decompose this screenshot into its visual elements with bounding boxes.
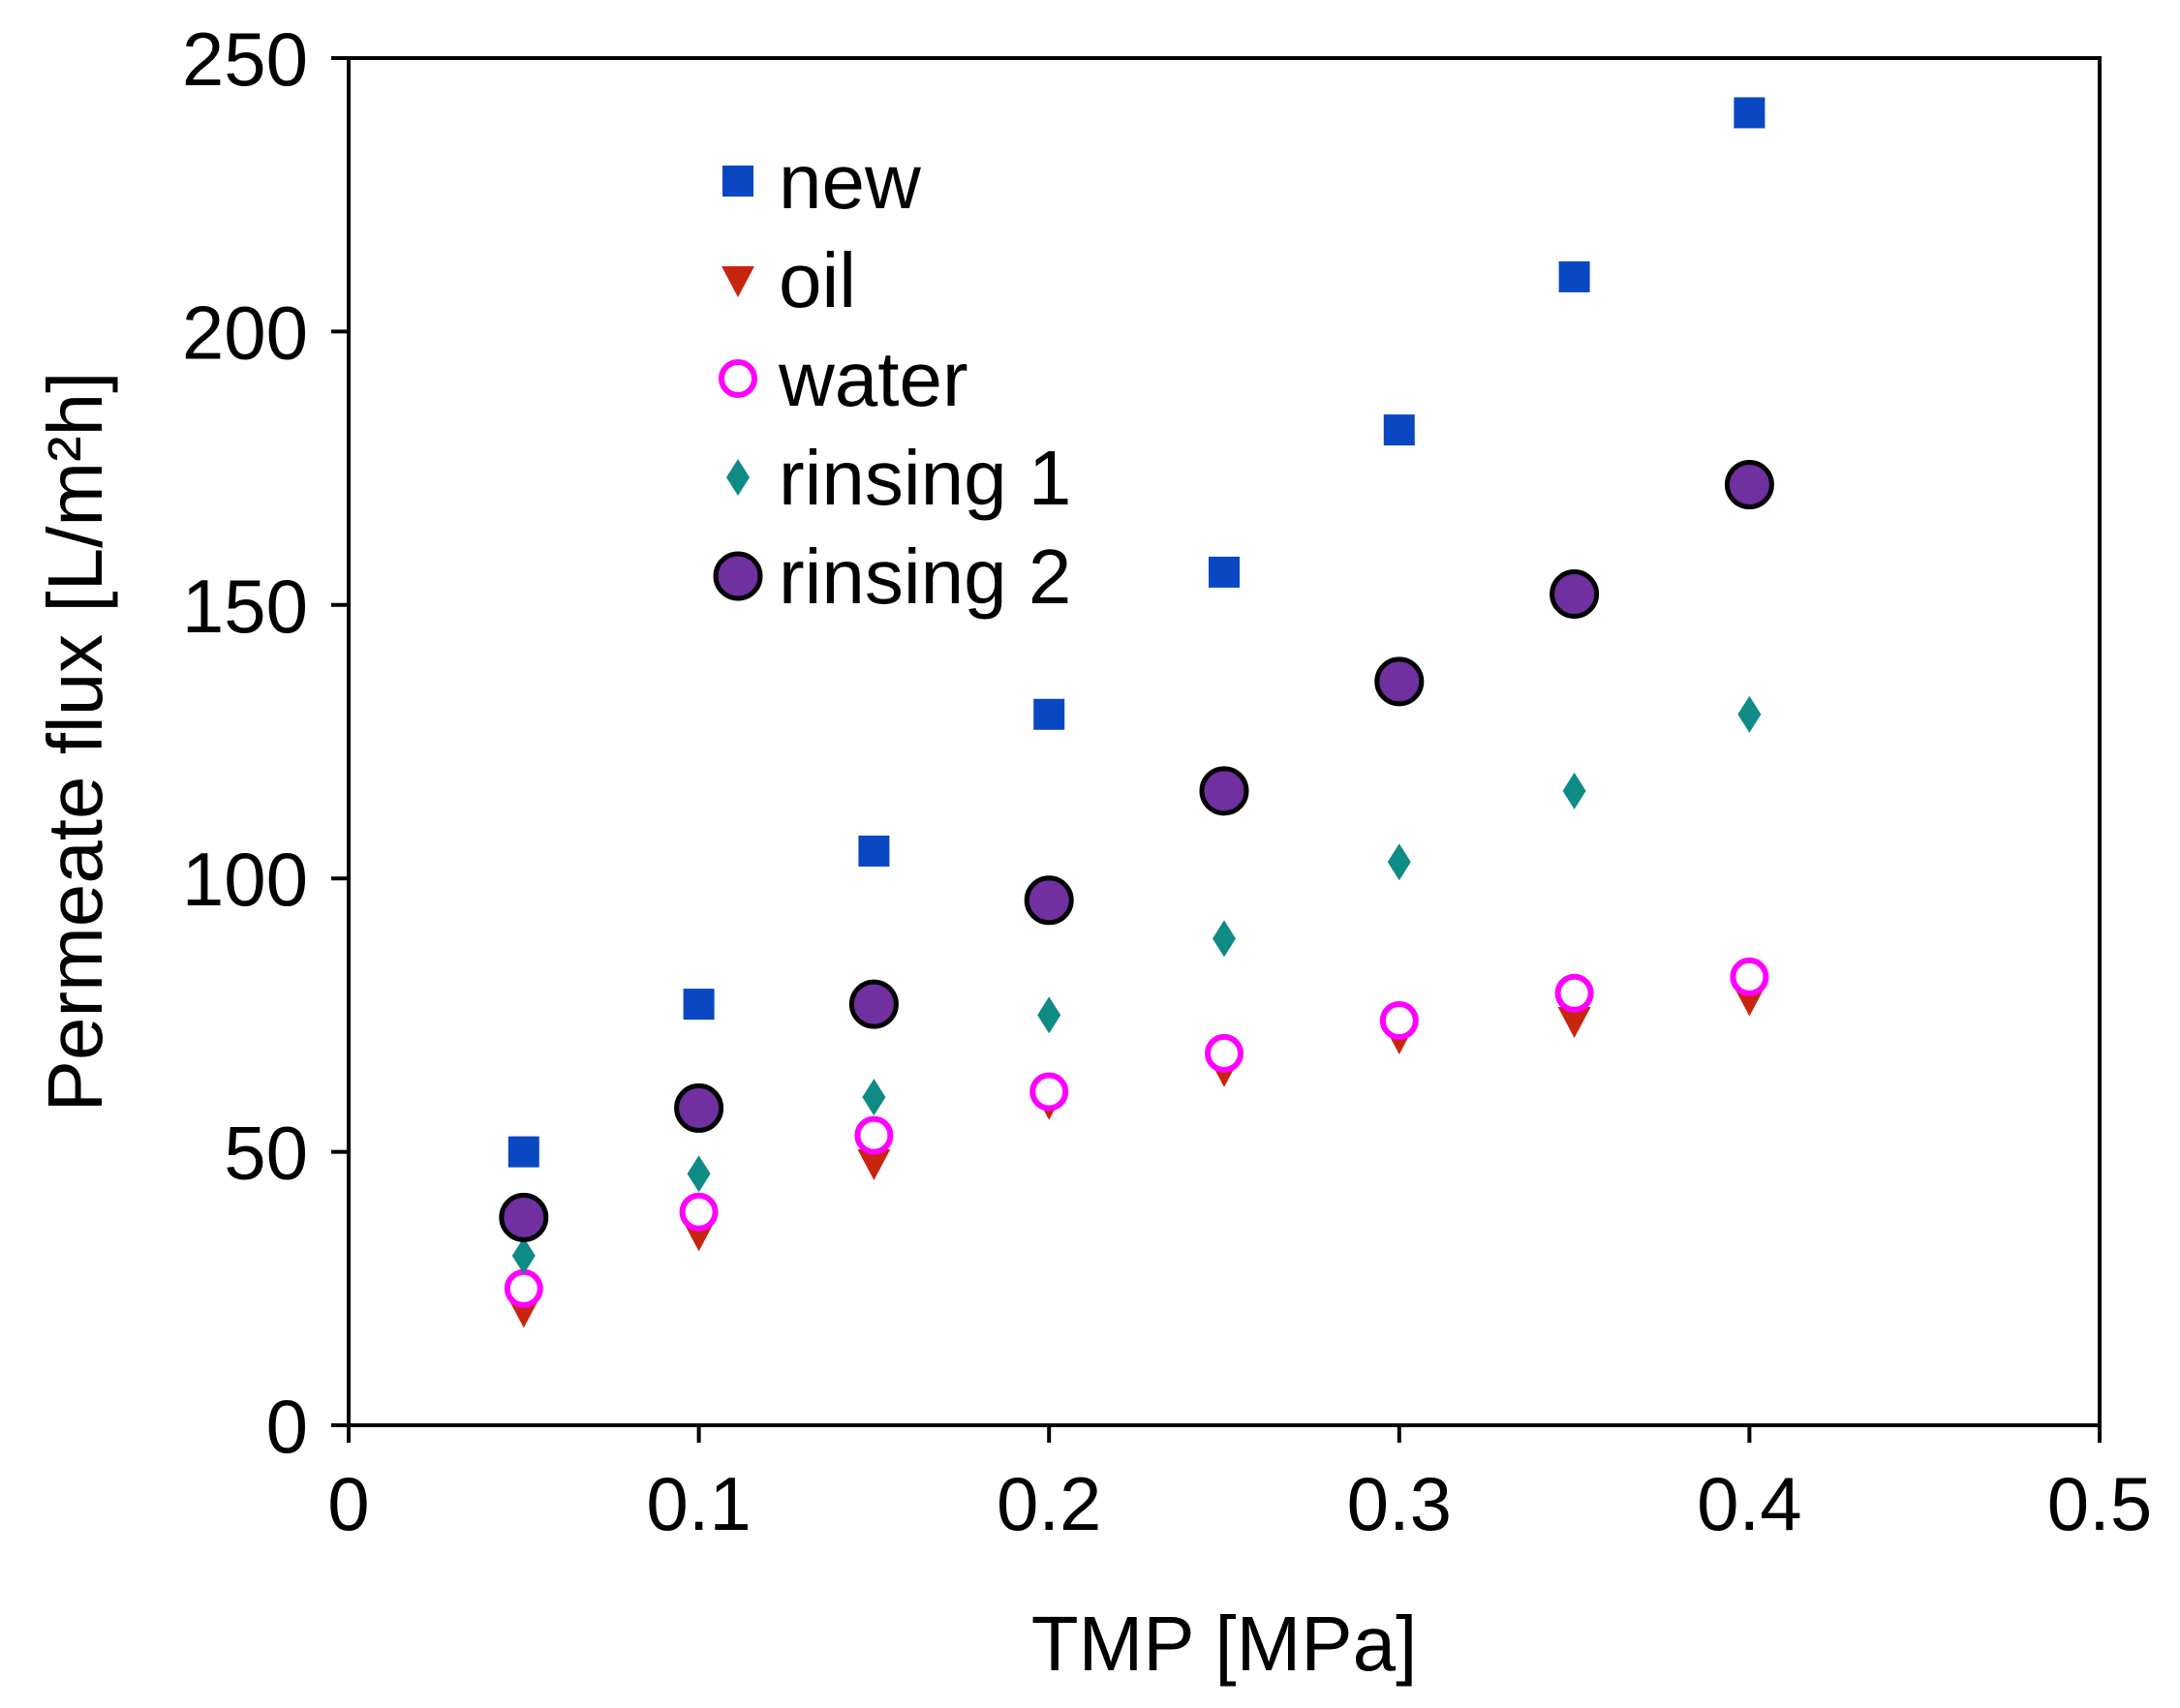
data-point	[1558, 260, 1590, 292]
data-point	[862, 1079, 886, 1116]
legend-item: new	[722, 138, 921, 225]
plot-frame	[347, 56, 2102, 1427]
data-point	[1024, 875, 1074, 926]
data-point	[1737, 695, 1762, 733]
legend-marker	[722, 266, 754, 297]
data-point	[511, 1236, 536, 1274]
series-water	[504, 957, 1769, 1308]
data-point	[679, 1192, 719, 1232]
data-point	[857, 1148, 891, 1180]
series-rinsing-1	[511, 695, 1762, 1274]
legend-marker	[713, 551, 763, 601]
data-point	[499, 1192, 549, 1242]
x-tick-label: 0.3	[1347, 1461, 1452, 1546]
data-point	[1387, 843, 1411, 881]
x-tick-label: 0.5	[2047, 1461, 2152, 1546]
y-tick-label: 150	[182, 564, 308, 649]
legend: new oil water rinsing 1 rinsing 2	[713, 138, 1071, 620]
x-tick-label: 0	[327, 1461, 369, 1546]
x-axis-label: TMP [MPa]	[1031, 1601, 1418, 1687]
legend-label: rinsing 1	[779, 435, 1071, 521]
data-point	[1734, 97, 1765, 129]
y-tick-label: 250	[182, 16, 308, 102]
data-point	[1724, 460, 1774, 510]
data-point	[1205, 1033, 1244, 1073]
legend-item: water	[719, 336, 968, 422]
series-rinsing-2	[499, 460, 1774, 1242]
y-tick-label: 100	[182, 837, 308, 922]
data-point	[858, 835, 890, 867]
legend-marker	[722, 166, 753, 197]
legend-item: rinsing 2	[713, 534, 1071, 620]
data-point	[1554, 973, 1594, 1013]
data-point	[1557, 1007, 1591, 1039]
data-point	[1379, 1001, 1419, 1041]
data-point	[1209, 556, 1240, 588]
legend-label: new	[779, 138, 921, 225]
series-oil	[507, 985, 1766, 1328]
x-tick-label: 0.4	[1697, 1461, 1801, 1546]
legend-item: rinsing 1	[726, 435, 1071, 521]
legend-label: water	[778, 336, 968, 422]
data-point	[1037, 996, 1061, 1034]
data-point	[1730, 957, 1769, 996]
legend-label: rinsing 2	[779, 534, 1071, 620]
data-point	[1199, 766, 1249, 816]
data-point	[1383, 414, 1415, 446]
data-point	[1213, 920, 1236, 958]
legend-label: oil	[779, 237, 856, 323]
data-point	[854, 1115, 894, 1155]
legend-marker	[726, 459, 750, 496]
data-point	[504, 1268, 543, 1308]
y-tick-label: 200	[182, 290, 308, 375]
data-point	[1562, 772, 1586, 809]
x-tick-label: 0.2	[997, 1461, 1101, 1546]
data-point	[848, 979, 899, 1029]
data-point	[683, 989, 715, 1021]
data-point	[1029, 1072, 1069, 1112]
y-tick-label: 50	[224, 1111, 308, 1196]
legend-marker	[719, 359, 757, 398]
data-point	[1033, 698, 1065, 730]
data-markers	[499, 97, 1774, 1328]
data-point	[1374, 656, 1425, 707]
y-tick-label: 0	[266, 1384, 308, 1469]
y-axis-label: Permeate flux [L/m²h]	[32, 372, 118, 1113]
series-new	[507, 97, 1765, 1168]
data-point	[1550, 569, 1600, 620]
axes: 0 0.1 0.2 0.3 0.4 0.5 0 50 100 150 200 250	[182, 16, 2152, 1546]
data-point	[687, 1155, 711, 1193]
x-tick-label: 0.1	[646, 1461, 751, 1546]
data-point	[507, 1136, 539, 1168]
legend-item: oil	[722, 237, 856, 323]
data-point	[674, 1083, 724, 1133]
